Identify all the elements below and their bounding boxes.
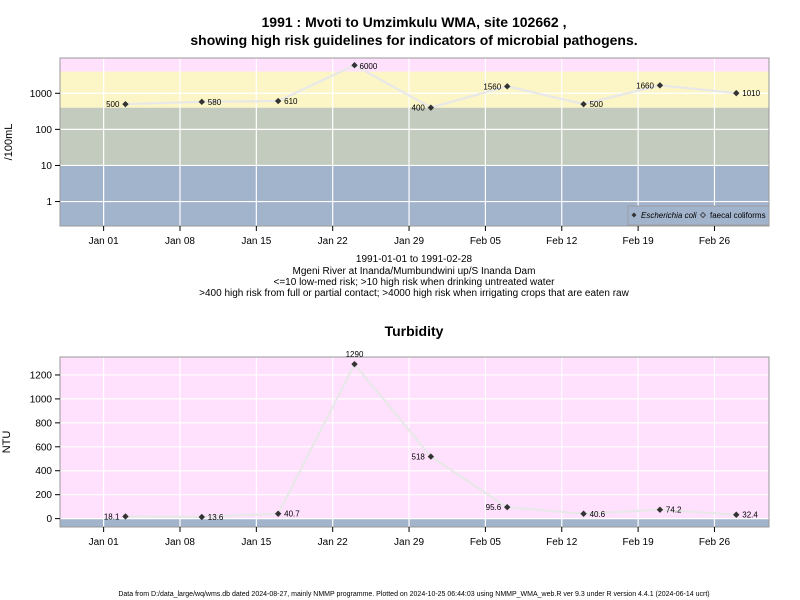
figure-title-line1: 1991 : Mvoti to Umzimkulu WMA, site 1026… bbox=[262, 14, 567, 30]
data-label: 1560 bbox=[483, 82, 501, 91]
y-axis-title: /100mL bbox=[3, 124, 15, 161]
x-tick-label: Feb 26 bbox=[699, 236, 731, 247]
data-label: 400 bbox=[412, 104, 426, 113]
data-label: 40.7 bbox=[284, 510, 300, 519]
data-label: 40.6 bbox=[590, 510, 606, 519]
data-point bbox=[504, 503, 511, 511]
baseline-band bbox=[60, 518, 769, 527]
x-tick-label: Feb 12 bbox=[546, 236, 578, 247]
x-tick-label: Jan 15 bbox=[241, 537, 271, 548]
data-label: 95.6 bbox=[486, 503, 502, 512]
data-point bbox=[274, 510, 282, 517]
data-point bbox=[733, 89, 740, 97]
data-point bbox=[580, 510, 587, 517]
x-tick-label: Jan 29 bbox=[394, 236, 424, 247]
micro-subtitle: 1991-01-01 to 1991-02-28 Mgeni River at … bbox=[199, 254, 629, 299]
data-point bbox=[122, 100, 129, 108]
x-tick-label: Feb 26 bbox=[699, 537, 731, 548]
x-tick-label: Jan 08 bbox=[165, 537, 195, 548]
microbial-chart: 1 10 100 1000 Jan 01 Jan 08 Jan 15 Jan 22 Jan 29… bbox=[3, 57, 770, 247]
footer-note: Data from D:/data_large/wq/wms.db dated … bbox=[118, 591, 709, 598]
data-point bbox=[274, 97, 282, 105]
y-tick-label: 1000 bbox=[30, 394, 53, 405]
x-tick-label: Jan 01 bbox=[89, 537, 119, 548]
turbidity-chart: 0 200 400 600 800 1000 1200 Jan 01 Jan 08 Jan 15 J… bbox=[1, 350, 770, 548]
data-point bbox=[656, 506, 664, 513]
data-label: 500 bbox=[106, 100, 120, 109]
data-point bbox=[656, 82, 664, 89]
data-point bbox=[427, 104, 435, 111]
x-tick-label: Jan 01 bbox=[89, 236, 119, 247]
subtitle-line-1: 1991-01-01 to 1991-02-28 bbox=[356, 254, 473, 265]
data-point bbox=[351, 360, 358, 368]
y-tick-label: 400 bbox=[35, 466, 52, 477]
legend-marker-ecoli bbox=[631, 212, 637, 218]
x-tick-label: Jan 08 bbox=[165, 236, 195, 247]
data-label: 1660 bbox=[636, 81, 654, 90]
legend: Escherichia coli faecal coliforms bbox=[627, 205, 770, 226]
data-label: 610 bbox=[284, 97, 298, 106]
data-label: 18.1 bbox=[104, 512, 120, 521]
y-tick-label: 10 bbox=[41, 161, 53, 172]
legend-label-ecoli: Escherichia coli bbox=[641, 211, 697, 220]
data-point bbox=[198, 98, 205, 106]
data-label: 1290 bbox=[346, 350, 364, 359]
x-tick-label: Feb 05 bbox=[470, 236, 502, 247]
band-high-risk-drinking bbox=[60, 107, 769, 166]
x-tick-label: Jan 29 bbox=[394, 537, 424, 548]
data-label: 74.2 bbox=[666, 506, 682, 515]
band-high-risk-irrigation bbox=[60, 58, 769, 72]
turbidity-title: Turbidity bbox=[385, 323, 444, 339]
data-label: 6000 bbox=[360, 62, 378, 71]
data-label: 518 bbox=[412, 453, 426, 462]
x-tick-label: Feb 19 bbox=[623, 236, 655, 247]
data-label: 1010 bbox=[742, 89, 760, 98]
x-tick-label: Jan 22 bbox=[318, 537, 348, 548]
x-tick-label: Jan 15 bbox=[241, 236, 271, 247]
legend-marker-faecal bbox=[699, 211, 707, 219]
data-label: 580 bbox=[208, 98, 222, 107]
y-tick-label: 800 bbox=[35, 418, 52, 429]
y-tick-label: 600 bbox=[35, 442, 52, 453]
plot-background bbox=[60, 357, 769, 527]
data-point bbox=[580, 100, 587, 108]
x-tick-label: Feb 19 bbox=[623, 537, 655, 548]
y-axis-title: NTU bbox=[1, 431, 13, 454]
subtitle-line-4: >400 high risk from full or partial cont… bbox=[199, 288, 629, 299]
data-point bbox=[198, 513, 205, 521]
subtitle-line-2: Mgeni River at Inanda/Mumbundwini up/S I… bbox=[293, 266, 536, 277]
legend-box bbox=[627, 205, 770, 226]
y-tick-label: 0 bbox=[46, 514, 52, 525]
data-label: 500 bbox=[590, 100, 604, 109]
plot-frame bbox=[59, 356, 770, 528]
data-point bbox=[122, 513, 129, 520]
x-tick-label: Jan 22 bbox=[318, 236, 348, 247]
data-point bbox=[733, 511, 740, 518]
data-point bbox=[351, 62, 358, 69]
x-tick-label: Feb 12 bbox=[546, 537, 578, 548]
data-label: 13.6 bbox=[208, 513, 224, 522]
data-label: 32.4 bbox=[742, 511, 758, 520]
data-point bbox=[427, 453, 435, 460]
x-tick-label: Feb 05 bbox=[470, 537, 502, 548]
y-tick-label: 100 bbox=[35, 125, 52, 136]
y-tick-label: 1000 bbox=[30, 89, 53, 100]
y-tick-label: 1200 bbox=[30, 370, 53, 381]
legend-label-faecal: faecal coliforms bbox=[710, 211, 766, 220]
figure-title-line2: showing high risk guidelines for indicat… bbox=[190, 32, 637, 48]
plot-frame bbox=[59, 57, 770, 227]
y-tick-label: 1 bbox=[46, 197, 52, 208]
y-tick-label: 200 bbox=[35, 490, 52, 501]
subtitle-line-3: <=10 low-med risk; >10 high risk when dr… bbox=[274, 277, 556, 288]
data-point bbox=[504, 83, 511, 90]
